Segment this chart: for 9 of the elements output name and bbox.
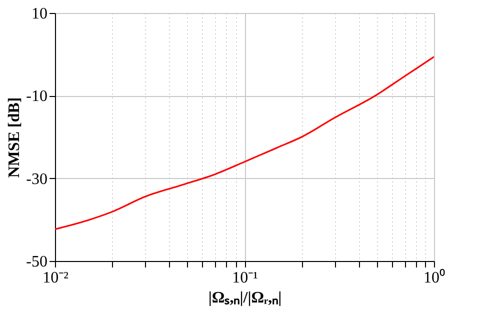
x-tick-label: 10⁻² [42,270,69,286]
y-tick-label: -30 [26,170,48,188]
y-tick-label: 10 [32,6,48,22]
y-tick-label: -50 [26,254,48,270]
y-axis-title: NMSE [dB] [6,97,24,178]
x-tick-label: 10⁻¹ [232,270,258,286]
x-axis-title: |Ωₛ,ₙ|/|Ωᵣ,ₙ| [208,290,282,306]
x-tick-label: 10⁰ [424,268,446,286]
y-tick-label: -10 [26,88,48,106]
